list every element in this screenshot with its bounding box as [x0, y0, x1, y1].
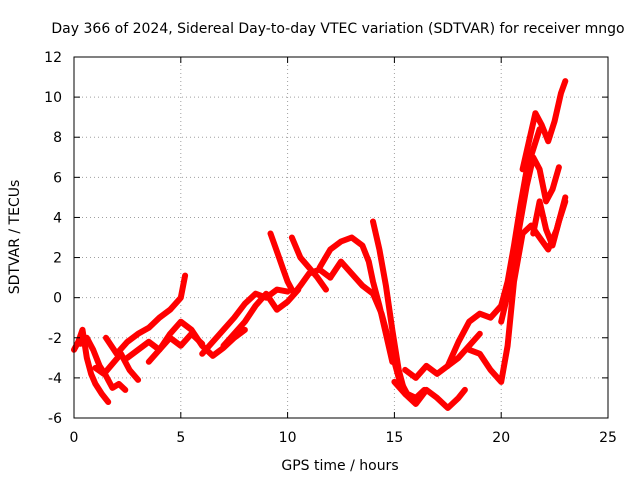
y-tick-label: 6	[53, 170, 62, 186]
y-tick-label: 4	[53, 210, 62, 226]
y-tick-label: 8	[53, 130, 62, 146]
data-series-trace-15	[402, 330, 483, 381]
data-series-trace-20	[530, 198, 569, 249]
y-tick-label: 12	[44, 50, 62, 66]
grid-lines	[74, 57, 608, 418]
x-tick-labels: 0 5 10 15 20 25	[70, 430, 617, 446]
y-tick-label: -6	[48, 411, 62, 427]
data-series-trace-7	[199, 286, 291, 357]
data-series-trace-1	[71, 326, 112, 405]
x-tick-label: 10	[279, 430, 297, 446]
data-series-trace-13	[370, 218, 409, 397]
data-series-trace-19	[519, 78, 569, 173]
data-series-trace-18	[498, 154, 562, 325]
axis-ticks	[73, 56, 609, 419]
y-tick-label: 2	[53, 251, 62, 267]
x-tick-label: 0	[70, 430, 79, 446]
data-series-trace-10	[288, 234, 329, 293]
x-tick-label: 5	[176, 430, 185, 446]
x-axis-label: GPS time / hours	[281, 458, 398, 474]
data-series-trace-14	[391, 378, 468, 411]
chart-title: Day 366 of 2024, Sidereal Day-to-day VTE…	[51, 21, 624, 37]
x-tick-label: 25	[599, 430, 617, 446]
y-tick-label: 10	[44, 90, 62, 106]
y-tick-label: -4	[48, 371, 62, 387]
data-series-trace-8	[220, 286, 302, 349]
y-tick-label: -2	[48, 331, 62, 347]
data-traces	[71, 78, 569, 411]
plot-frame	[73, 56, 609, 419]
data-series-trace-3	[92, 350, 142, 383]
data-series-trace-4	[103, 272, 189, 357]
y-tick-label: 0	[53, 291, 62, 307]
y-tick-labels: -6 -4 -2 0 2 4 6 8 10 12	[44, 50, 62, 427]
x-tick-label: 20	[492, 430, 510, 446]
x-tick-label: 15	[385, 430, 403, 446]
data-series-trace-16	[444, 126, 543, 369]
y-axis-label: SDTVAR / TECUs	[7, 180, 23, 295]
